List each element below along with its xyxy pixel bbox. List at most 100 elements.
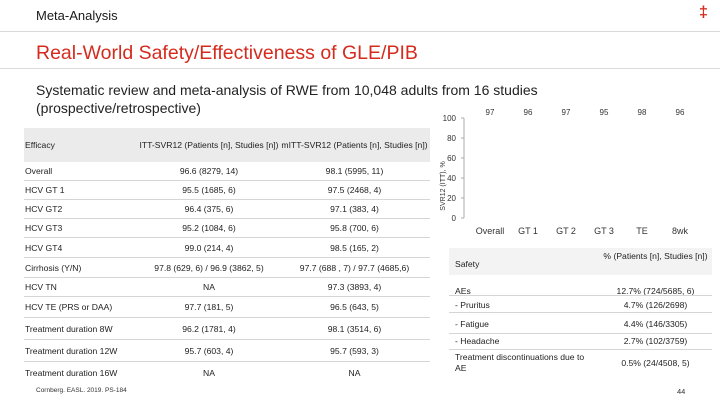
bar bbox=[594, 123, 614, 218]
row-label: HCV GT2 bbox=[25, 204, 63, 214]
logo-mark: ‡ bbox=[699, 4, 708, 21]
row-mitt-value: 95.7 (593, 3) bbox=[330, 346, 379, 356]
safety-row-value: 4.7% (126/2698) bbox=[623, 300, 688, 310]
table-row: - Headache 2.7% (102/3759) bbox=[449, 334, 712, 350]
bar-data-label: 96 bbox=[676, 108, 685, 117]
row-label: Overall bbox=[25, 166, 53, 176]
row-divider bbox=[449, 312, 712, 313]
table-row: Treatment duration 12W 95.7 (603, 4) 95.… bbox=[24, 341, 430, 361]
row-itt-value: 95.7 (603, 4) bbox=[184, 346, 234, 356]
row-itt-value: 99.0 (214, 4) bbox=[184, 243, 234, 253]
table-row: HCV GT2 96.4 (375, 6) 97.1 (383, 4) bbox=[24, 200, 430, 218]
table-row: Treatment discontinuations due to AE 0.5… bbox=[449, 350, 712, 380]
bar-data-label: 96 bbox=[524, 108, 533, 117]
efficacy-header-label: Efficacy bbox=[25, 140, 55, 150]
row-divider bbox=[449, 333, 712, 334]
row-itt-value: 96.4 (375, 6) bbox=[184, 204, 234, 214]
safety-row-label: - Pruritus bbox=[455, 300, 490, 310]
row-mitt-value: NA bbox=[348, 368, 361, 378]
chart-canvas: SVR12 (ITT), % 0 20 40 60 80 100 97 Overall 96 G… bbox=[440, 108, 690, 236]
row-label: HCV TE (PRS or DAA) bbox=[25, 302, 113, 312]
y-tick-label: 80 bbox=[447, 134, 456, 143]
y-tick-label: 20 bbox=[447, 194, 456, 203]
efficacy-header-mitt: mITT-SVR12 (Patients [n], Studies [n]) bbox=[281, 140, 428, 150]
row-divider bbox=[24, 339, 430, 340]
bar-data-label: 98 bbox=[638, 108, 647, 117]
safety-header-col: % (Patients [n], Studies [n]) bbox=[603, 251, 708, 261]
safety-row-label: AEs bbox=[455, 286, 471, 296]
row-divider bbox=[449, 349, 712, 350]
table-row: HCV TE (PRS or DAA) 97.7 (181, 5) 96.5 (… bbox=[24, 297, 430, 317]
table-row: AEs 12.7% (724/5685, 6) bbox=[449, 275, 712, 296]
table-row: - Fatigue 4.4% (146/3305) bbox=[449, 313, 712, 335]
slide-subtitle: Systematic review and meta-analysis of R… bbox=[36, 82, 538, 116]
bar bbox=[480, 121, 500, 218]
efficacy-table-header: Efficacy ITT-SVR12 (Patients [n], Studie… bbox=[24, 128, 430, 162]
y-tick-label: 100 bbox=[443, 114, 457, 123]
x-category-label: 8wk bbox=[672, 226, 689, 236]
safety-row-value: 2.7% (102/3759) bbox=[623, 336, 688, 346]
row-mitt-value: 98.1 (5995, 11) bbox=[325, 166, 384, 176]
bar bbox=[518, 122, 538, 218]
efficacy-header-itt: ITT-SVR12 (Patients [n], Studies [n]) bbox=[139, 140, 279, 150]
row-label: Treatment duration 8W bbox=[25, 324, 113, 334]
bar bbox=[632, 120, 652, 218]
row-itt-value: 97.8 (629, 6) / 96.9 (3862, 5) bbox=[154, 262, 264, 273]
y-tick-label: 40 bbox=[447, 174, 456, 183]
row-mitt-value: 97.5 (2468, 4) bbox=[327, 185, 382, 195]
row-divider bbox=[24, 180, 430, 181]
row-itt-value: 95.5 (1685, 6) bbox=[182, 185, 236, 195]
table-row: HCV GT3 95.2 (1084, 6) 95.8 (700, 6) bbox=[24, 219, 430, 237]
table-row: Overall 96.6 (8279, 14) 98.1 (5995, 11) bbox=[24, 162, 430, 180]
row-mitt-value: 97.7 (688 , 7) / 97.7 (4685,6) bbox=[299, 262, 410, 273]
svr12-bar-chart: SVR12 (ITT), % 0 20 40 60 80 100 97 Overall 96 G… bbox=[436, 106, 720, 248]
row-itt-value: 96.2 (1781, 4) bbox=[182, 324, 236, 334]
row-divider bbox=[24, 317, 430, 318]
table-row: HCV GT4 99.0 (214, 4) 98.5 (165, 2) bbox=[24, 239, 430, 257]
table-row: Treatment duration 8W 96.2 (1781, 4) 98.… bbox=[24, 319, 430, 339]
safety-row-label: - Headache bbox=[455, 336, 500, 346]
row-label: Treatment duration 16W bbox=[25, 368, 118, 378]
row-itt-value: NA bbox=[203, 282, 215, 292]
table-row: HCV TN NA 97.3 (3893, 4) bbox=[24, 278, 430, 296]
row-label: HCV GT4 bbox=[25, 243, 63, 253]
row-itt-value: 97.7 (181, 5) bbox=[184, 302, 234, 312]
y-tick-label: 0 bbox=[452, 214, 457, 223]
row-mitt-value: 97.1 (383, 4) bbox=[330, 204, 379, 214]
x-category-label: GT 1 bbox=[518, 226, 538, 236]
safety-row-value: 0.5% (24/4508, 5) bbox=[621, 358, 690, 368]
table-row: Treatment duration 16W NA NA bbox=[24, 363, 430, 383]
row-label: Treatment duration 12W bbox=[25, 346, 118, 356]
x-category-label: TE bbox=[636, 226, 648, 236]
row-mitt-value: 96.5 (643, 5) bbox=[330, 302, 379, 312]
row-divider bbox=[24, 218, 430, 219]
row-divider bbox=[24, 296, 430, 297]
row-divider bbox=[449, 295, 712, 296]
section-label: Meta-Analysis bbox=[36, 8, 118, 23]
row-divider bbox=[24, 237, 430, 238]
row-mitt-value: 98.1 (3514, 6) bbox=[327, 324, 382, 334]
row-divider bbox=[24, 277, 430, 278]
safety-row-value: 4.4% (146/3305) bbox=[623, 319, 688, 329]
x-category-label: GT 2 bbox=[556, 226, 576, 236]
row-label: HCV TN bbox=[25, 282, 57, 292]
y-tick-label: 60 bbox=[447, 154, 456, 163]
table-row: - Pruritus 4.7% (126/2698) bbox=[449, 296, 712, 317]
bar-data-label: 95 bbox=[600, 108, 609, 117]
chart-ylabel: SVR12 (ITT), % bbox=[440, 161, 447, 210]
table-row: HCV GT 1 95.5 (1685, 6) 97.5 (2468, 4) bbox=[24, 181, 430, 199]
page-number: 44 bbox=[677, 387, 686, 396]
row-label: HCV GT 1 bbox=[25, 185, 65, 195]
row-mitt-value: 98.5 (165, 2) bbox=[330, 243, 379, 253]
bars: 97 Overall 96 GT 1 97 GT 2 95 GT 3 98 TE 96 8wk bbox=[476, 108, 690, 236]
y-ticks: 0 20 40 60 80 100 bbox=[443, 114, 464, 223]
x-category-label: Overall bbox=[476, 226, 505, 236]
top-divider bbox=[0, 31, 720, 32]
table-row: Cirrhosis (Y/N) 97.8 (629, 6) / 96.9 (38… bbox=[24, 258, 430, 277]
row-label: HCV GT3 bbox=[25, 223, 63, 233]
safety-header-label: Safety bbox=[455, 259, 480, 269]
bar-data-label: 97 bbox=[562, 108, 571, 117]
row-mitt-value: 97.3 (3893, 4) bbox=[327, 282, 382, 292]
bar-data-label: 97 bbox=[486, 108, 495, 117]
row-itt-value: NA bbox=[203, 368, 215, 378]
